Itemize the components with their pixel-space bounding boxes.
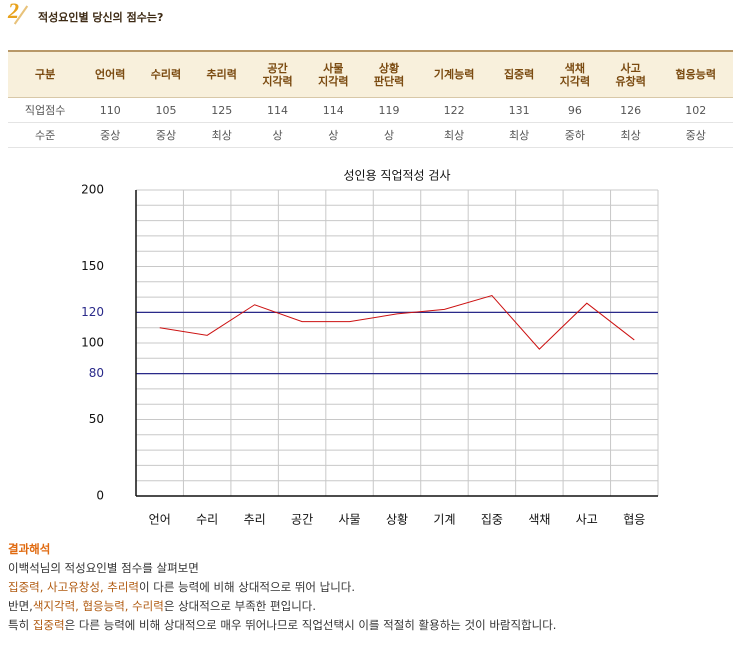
text: 이백석님의 적성요인별 점수를 살펴보면 (8, 561, 199, 575)
x-tick-label: 수리 (196, 513, 218, 527)
column-header: 사물 지각력 (305, 50, 362, 98)
table-cell: 105 (138, 97, 194, 123)
x-tick-label: 언어 (149, 513, 171, 527)
table-cell: 중상 (658, 122, 733, 148)
x-tick-label: 공간 (291, 513, 313, 527)
x-tick-label: 추리 (244, 513, 266, 527)
x-tick-label: 사물 (338, 513, 360, 527)
table-cell: 110 (82, 97, 139, 123)
column-header: 공간 지각력 (249, 50, 306, 98)
data-line (159, 295, 635, 350)
table-cell: 최상 (416, 122, 492, 148)
x-tick-label: 상황 (386, 513, 408, 527)
table-cell: 119 (361, 97, 417, 123)
column-header: 사고 유창력 (602, 50, 659, 98)
text: 특히 (8, 618, 33, 632)
chart-title: 성인용 직업적성 검사 (344, 169, 451, 183)
text: 은 상대적으로 부족한 편입니다. (163, 599, 317, 613)
interpretation-line: 집중력, 사고유창성, 추리력이 다른 능력에 비해 상대적으로 뛰어 납니다. (8, 578, 556, 597)
text: 반면, (8, 599, 33, 613)
y-tick-label: 0 (96, 489, 104, 503)
table-cell: 131 (491, 97, 548, 123)
table-row: 수준 중상 중상 최상 상 상 상 최상 최상 중하 최상 중상 (8, 122, 733, 148)
text: 은 다른 능력에 비해 상대적으로 매우 뛰어나므로 직업선택시 이를 적절히 … (64, 618, 557, 632)
interpretation-line: 이백석님의 적성요인별 점수를 살펴보면 (8, 559, 556, 578)
reference-label: 80 (89, 366, 104, 380)
table-cell: 126 (602, 97, 659, 123)
highlight-text: 집중력, 사고유창성, 추리력 (8, 580, 140, 594)
x-tick-label: 협응 (623, 513, 645, 527)
table-cell: 최상 (602, 122, 659, 148)
section-header: 2 적성요인별 당신의 점수는? (6, 0, 406, 34)
interpretation-line: 반면,색지각력, 협응능력, 수리력은 상대적으로 부족한 편입니다. (8, 597, 556, 616)
score-table: 구분 언어력 수리력 추리력 공간 지각력 사물 지각력 상황 판단력 기계능력 집중력 색채 지… (8, 50, 733, 148)
column-header: 수리력 (138, 50, 194, 98)
section-title: 적성요인별 당신의 점수는? (38, 11, 164, 24)
interpretation-title: 결과해석 (8, 542, 51, 556)
column-header: 색채 지각력 (547, 50, 603, 98)
highlight-text: 색지각력, 협응능력, 수리력 (32, 599, 164, 613)
table-cell: 중상 (82, 122, 139, 148)
table-cell: 125 (193, 97, 250, 123)
section-number: 2 (8, 0, 19, 23)
x-tick-label: 기계 (433, 513, 455, 527)
column-header: 협응능력 (658, 50, 733, 98)
column-header: 추리력 (193, 50, 250, 98)
y-tick-label: 200 (81, 183, 104, 197)
table-cell: 수준 (8, 122, 83, 148)
table-cell: 중하 (547, 122, 603, 148)
text: 이 다른 능력에 비해 상대적으로 뛰어 납니다. (139, 580, 356, 594)
header-row: 구분 언어력 수리력 추리력 공간 지각력 사물 지각력 상황 판단력 기계능력 집중력 색채 지… (8, 50, 733, 98)
table-cell: 최상 (193, 122, 250, 148)
y-tick-label: 150 (81, 259, 104, 273)
x-tick-label: 사고 (576, 513, 598, 527)
table-cell: 114 (305, 97, 362, 123)
table-cell: 102 (658, 97, 733, 123)
table-cell: 122 (416, 97, 492, 123)
x-tick-label: 색채 (528, 513, 550, 527)
table-cell: 직업점수 (8, 97, 83, 123)
column-header: 기계능력 (416, 50, 492, 98)
table-cell: 114 (249, 97, 306, 123)
chart: 성인용 직업적성 검사 0 50 100 150 200 120 80 언어 수리 추리 공간 사물 상… (81, 169, 659, 527)
table-cell: 최상 (491, 122, 548, 148)
table-cell: 중상 (138, 122, 194, 148)
column-header: 언어력 (82, 50, 139, 98)
table-cell: 상 (361, 122, 417, 148)
table-cell: 상 (305, 122, 362, 148)
y-tick-label: 50 (89, 412, 104, 426)
table-cell: 상 (249, 122, 306, 148)
highlight-text: 집중력 (32, 618, 65, 632)
column-header: 집중력 (491, 50, 548, 98)
x-tick-label: 집중 (481, 513, 503, 527)
table-cell: 96 (547, 97, 603, 123)
table-row: 직업점수 110 105 125 114 114 119 122 131 96 126 102 (8, 97, 733, 123)
reference-label: 120 (81, 305, 104, 319)
column-header: 구분 (8, 50, 83, 98)
column-header: 상황 판단력 (361, 50, 417, 98)
y-tick-label: 100 (81, 336, 104, 350)
interpretation-line: 특히 집중력은 다른 능력에 비해 상대적으로 매우 뛰어나므로 직업선택시 이… (8, 616, 556, 635)
